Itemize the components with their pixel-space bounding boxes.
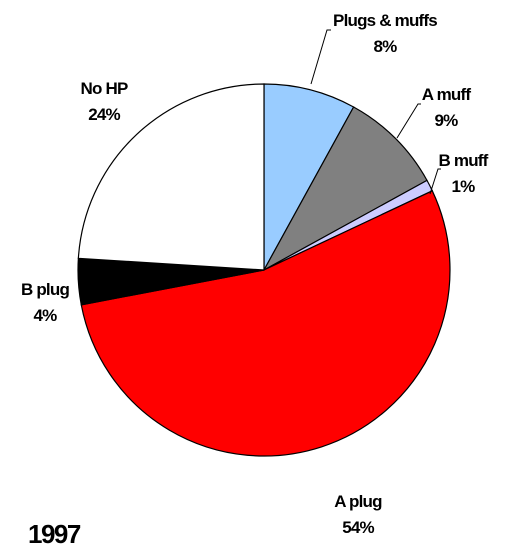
leader-line-b-muff — [429, 168, 441, 195]
slice-percent-plugs-and-muffs: 8% — [374, 37, 398, 56]
leader-line-plugs-and-muffs — [310, 29, 331, 85]
slice-labels: Plugs & muffs 8% A muff 9% B muff 1% A plug 54%… — [21, 11, 489, 537]
pie-slice-plugs-and-muffs — [263, 83, 355, 271]
slice-name-b-muff: B muff — [438, 151, 488, 170]
slice-name-plugs-and-muffs: Plugs & muffs — [333, 11, 437, 30]
slice-percent-no-hp: 24% — [88, 105, 120, 124]
slice-percent-a-muff: 9% — [435, 111, 459, 130]
slice-percent-b-plug: 4% — [34, 306, 58, 325]
leader-line-a-muff — [396, 103, 421, 139]
slice-name-b-plug: B plug — [21, 280, 69, 299]
slice-percent-b-muff: 1% — [452, 177, 476, 196]
pie-slice-a-muff — [262, 106, 428, 272]
leader-lines — [310, 29, 441, 195]
slice-percent-a-plug: 54% — [342, 518, 374, 537]
chart-caption: 1997 — [28, 519, 81, 549]
pie-slice-a-plug — [80, 190, 451, 457]
pie-slice-no-hp — [77, 83, 265, 271]
slice-name-a-muff: A muff — [422, 85, 472, 104]
slice-name-a-plug: A plug — [334, 492, 382, 511]
pie-slices — [77, 83, 451, 457]
slice-name-no-hp: No HP — [80, 79, 127, 98]
